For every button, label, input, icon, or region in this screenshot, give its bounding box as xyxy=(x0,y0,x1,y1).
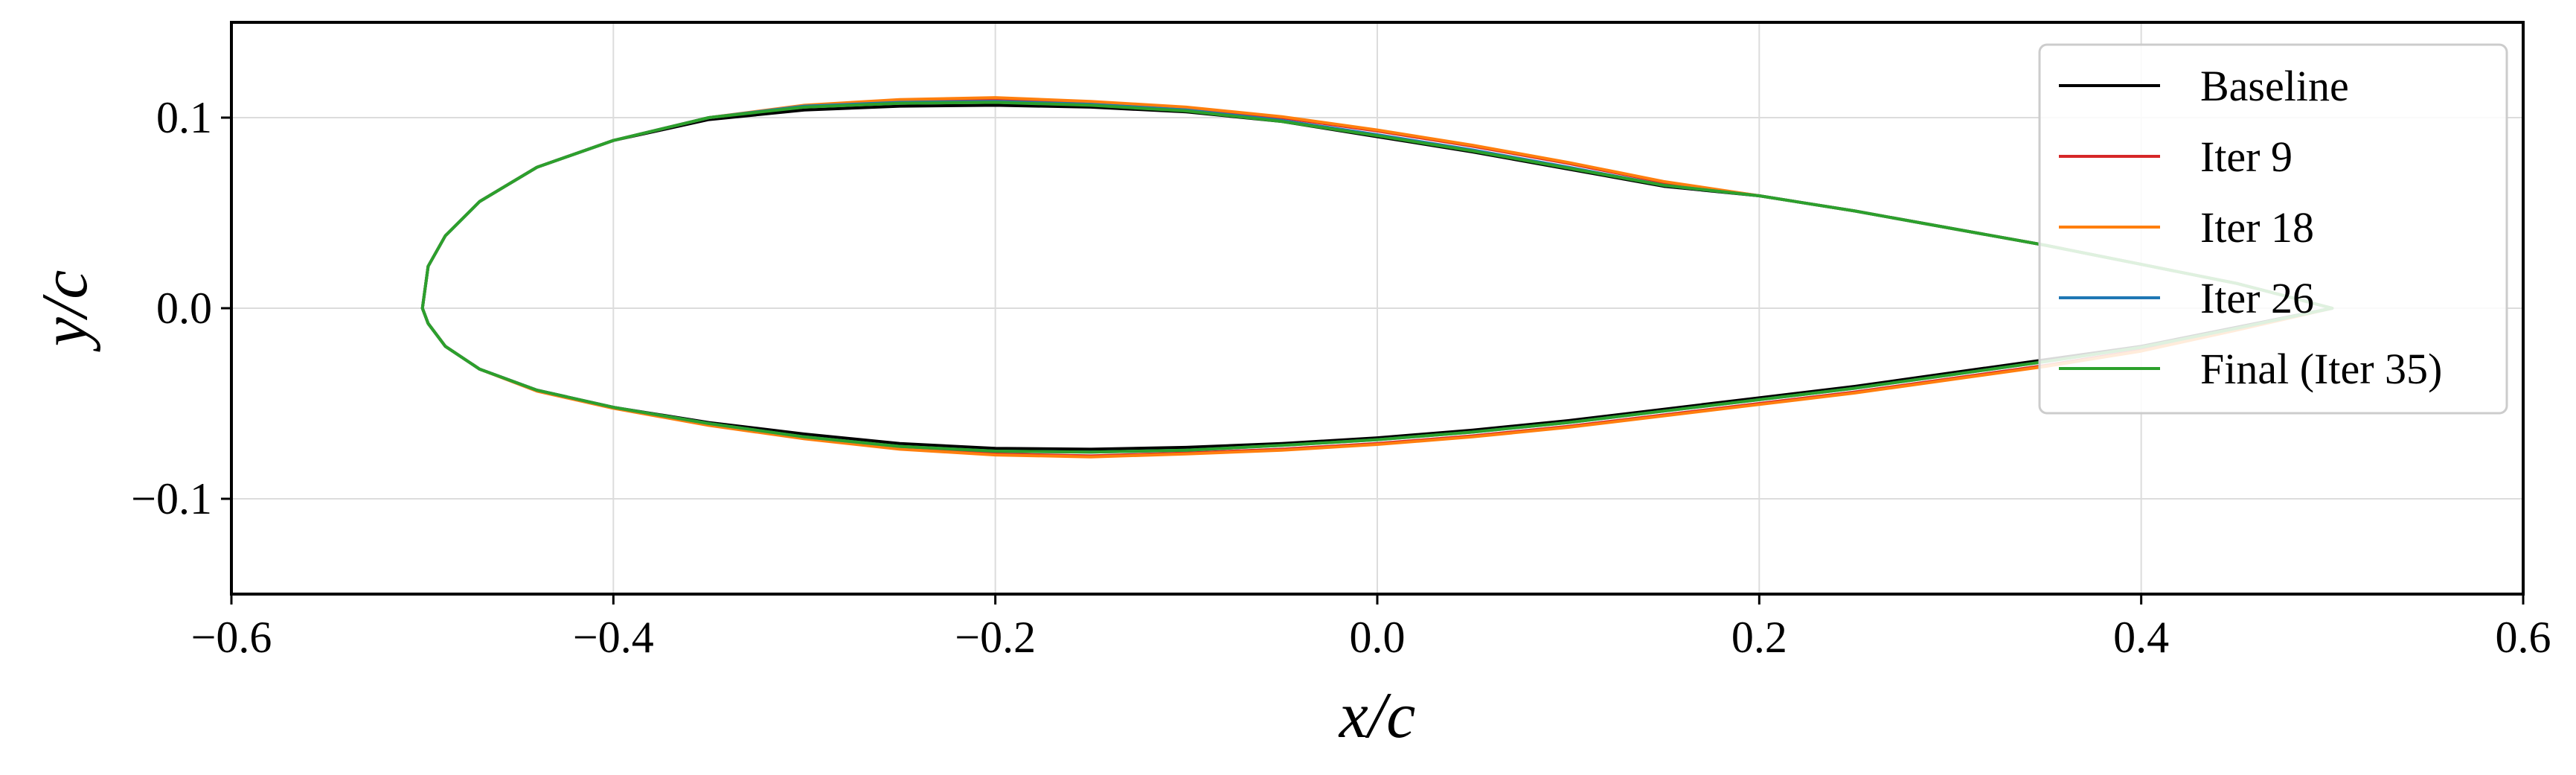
x-tick-label: 0.4 xyxy=(2113,613,2169,662)
x-tick-label: 0.0 xyxy=(1350,613,1406,662)
legend-label: Final (Iter 35) xyxy=(2200,345,2442,393)
legend-label: Baseline xyxy=(2200,62,2349,110)
x-tick-label: −0.4 xyxy=(573,613,654,662)
legend: Baseline Iter 9 Iter 18 Iter 26 Final (Iter … xyxy=(2038,43,2508,415)
y-tick-label: 0.1 xyxy=(156,93,212,142)
legend-label: Iter 18 xyxy=(2200,203,2314,252)
x-tick-label: −0.2 xyxy=(955,613,1036,662)
legend-label: Iter 9 xyxy=(2200,133,2293,181)
x-tick-label: −0.6 xyxy=(191,613,272,662)
x-tick-label: 0.6 xyxy=(2496,613,2551,662)
y-tick-label: 0.0 xyxy=(156,284,212,333)
x-axis-label: x/c xyxy=(1338,680,1416,752)
legend-label: Iter 26 xyxy=(2200,274,2314,322)
x-tick-label: 0.2 xyxy=(1731,613,1787,662)
axis-ticks: −0.6 −0.4 −0.2 0.0 0.2 0.4 0.6 −0.1 0.0 0.1 xyxy=(131,93,2551,662)
y-axis-label: y/c xyxy=(29,270,101,353)
legend-box xyxy=(2038,43,2508,415)
y-tick-label: −0.1 xyxy=(131,474,212,523)
